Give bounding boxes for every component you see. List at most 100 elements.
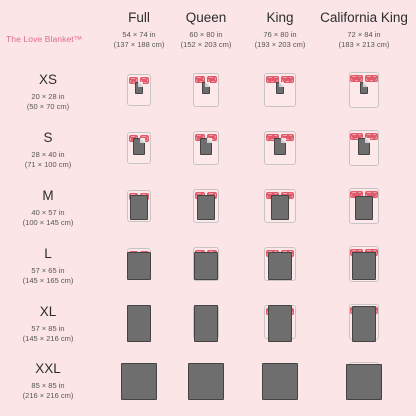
row-name: S: [43, 130, 53, 145]
bed-illustration: [193, 72, 219, 108]
bed-illustration: [127, 190, 151, 222]
pillow: [365, 74, 378, 82]
bed-illustration: [126, 305, 152, 342]
row-name: XL: [39, 304, 57, 319]
pillow: [139, 77, 150, 85]
row-header-xxl: XXL 85 × 85 in (216 × 216 cm): [6, 361, 90, 400]
row-cm: (216 × 216 cm): [22, 391, 74, 400]
blanket: [126, 251, 152, 280]
row-header-xs: XS 20 × 28 in (50 × 70 cm): [6, 72, 90, 111]
blanket: [355, 195, 373, 221]
row-header-xl: XL 57 × 85 in (145 × 216 cm): [6, 304, 90, 343]
blanket: [271, 195, 289, 220]
bed-illustration: [263, 72, 297, 108]
bed-illustration: [193, 188, 219, 224]
bed-illustration: [193, 246, 219, 282]
blanket: [126, 305, 152, 342]
bed-illustration: [193, 304, 219, 342]
column-name: Queen: [185, 10, 227, 25]
row-inches: 28 × 40 in: [31, 150, 65, 159]
column-inches: 76 × 80 in: [263, 30, 297, 39]
blanket: [351, 305, 377, 343]
pillow: [207, 133, 218, 141]
blanket: [267, 251, 293, 280]
bed-illustration: [261, 362, 299, 400]
pillow: [350, 74, 363, 82]
column-header-full: Full 54 × 74 in (137 × 188 cm): [84, 10, 194, 49]
blanket: [273, 137, 287, 155]
bed-illustration: [348, 245, 380, 283]
column-cm: (152 × 203 cm): [180, 40, 232, 49]
row-cm: (71 × 100 cm): [24, 160, 72, 169]
bed-illustration: [263, 130, 297, 166]
blanket: [130, 195, 148, 220]
blanket: [359, 82, 369, 95]
column-header-king: King 76 × 80 in (193 × 203 cm): [225, 10, 335, 49]
blanket: [345, 363, 383, 401]
bed-illustration: [348, 71, 380, 109]
column-name: King: [266, 10, 294, 25]
column-name: Full: [128, 10, 150, 25]
bed-illustration: [348, 129, 380, 167]
column-cm: (137 × 188 cm): [113, 40, 165, 49]
row-inches: 57 × 85 in: [31, 324, 65, 333]
blanket: [197, 195, 215, 220]
blanket: [132, 137, 146, 155]
column-inches: 54 × 74 in: [122, 30, 156, 39]
blanket: [199, 137, 213, 155]
blanket: [357, 137, 371, 155]
pillow: [265, 133, 279, 141]
bed-illustration: [263, 246, 297, 282]
column-name: California King: [320, 10, 408, 25]
bed-illustration: [187, 362, 225, 400]
bed-illustration: [345, 361, 383, 401]
blanket: [187, 363, 225, 400]
bed-illustration: [348, 187, 380, 225]
row-cm: (50 × 70 cm): [26, 102, 70, 111]
pillow: [281, 133, 295, 141]
column-inches: 72 × 84 in: [347, 30, 381, 39]
pillow: [194, 75, 205, 83]
blanket: [193, 305, 219, 342]
brand-name: The Love Blanket™: [6, 34, 83, 44]
row-inches: 85 × 85 in: [31, 381, 65, 390]
row-name: L: [44, 246, 52, 261]
pillow: [281, 75, 295, 83]
blanket: [134, 82, 144, 95]
pillow: [265, 75, 279, 83]
pillow: [350, 132, 363, 140]
bed-illustration: [263, 304, 297, 342]
bed-illustration: [193, 130, 219, 166]
blanket: [267, 305, 293, 342]
blanket: [351, 251, 377, 280]
row-cm: (100 × 145 cm): [22, 218, 74, 227]
column-header-queen: Queen 60 × 80 in (152 × 203 cm): [151, 10, 261, 49]
bed-illustration: [127, 132, 151, 164]
row-name: M: [42, 188, 54, 203]
blanket: [275, 82, 285, 95]
row-inches: 20 × 28 in: [31, 92, 65, 101]
bed-illustration: [127, 74, 151, 106]
row-inches: 40 × 57 in: [31, 208, 65, 217]
row-name: XXL: [35, 361, 61, 376]
pillow: [194, 133, 205, 141]
column-cm: (183 × 213 cm): [338, 40, 390, 49]
bed-illustration: [126, 248, 152, 280]
column-inches: 60 × 80 in: [189, 30, 223, 39]
bed-illustration: [120, 363, 158, 400]
pillow: [365, 132, 378, 140]
row-header-s: S 28 × 40 in (71 × 100 cm): [6, 130, 90, 169]
row-cm: (145 × 216 cm): [22, 334, 74, 343]
row-inches: 57 × 65 in: [31, 266, 65, 275]
blanket: [201, 82, 211, 95]
column-header-california-king: California King 72 × 84 in (183 × 213 cm…: [309, 10, 416, 49]
row-header-l: L 57 × 65 in (145 × 165 cm): [6, 246, 90, 285]
blanket: [261, 363, 299, 400]
row-name: XS: [38, 72, 57, 87]
row-header-m: M 40 × 57 in (100 × 145 cm): [6, 188, 90, 227]
bed-illustration: [263, 188, 297, 224]
column-cm: (193 × 203 cm): [254, 40, 306, 49]
blanket: [120, 363, 158, 400]
row-cm: (145 × 165 cm): [22, 276, 74, 285]
